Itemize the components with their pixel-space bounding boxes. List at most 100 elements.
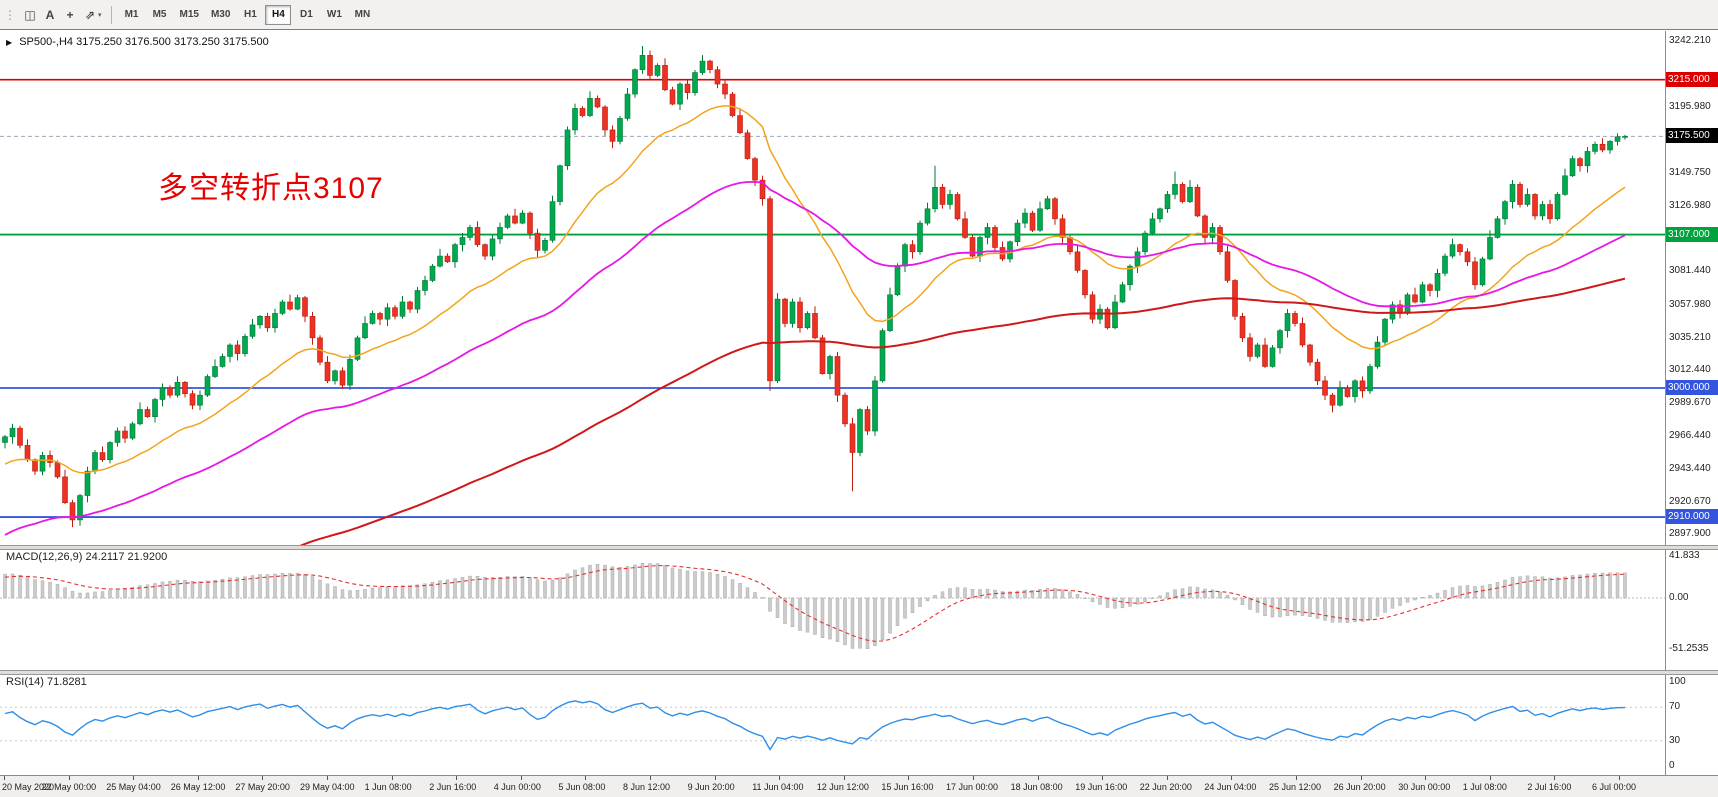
candle-body bbox=[249, 324, 256, 337]
candle-body bbox=[1352, 380, 1358, 397]
timeframe-button-D1[interactable]: D1 bbox=[293, 5, 319, 25]
macd-histogram-bar bbox=[1150, 597, 1155, 600]
macd-histogram-bar bbox=[1623, 572, 1627, 599]
timeframe-button-W1[interactable]: W1 bbox=[321, 5, 347, 25]
candle-body bbox=[1089, 294, 1096, 320]
macd-histogram-bar bbox=[33, 579, 37, 599]
time-axis-label: 4 Jun 00:00 bbox=[493, 782, 541, 792]
macd-histogram-bar bbox=[288, 573, 292, 599]
macd-histogram-bar bbox=[1120, 597, 1125, 609]
macd-histogram-bar bbox=[205, 580, 210, 599]
candle-body bbox=[1562, 175, 1568, 195]
candle-body bbox=[1419, 284, 1426, 303]
chart-bars-icon[interactable]: ◫ bbox=[24, 7, 36, 22]
macd-histogram-bar bbox=[1555, 577, 1560, 599]
candle-body bbox=[174, 381, 181, 396]
macd-layer bbox=[0, 563, 1665, 649]
candle-body bbox=[77, 495, 83, 521]
macd-histogram-bar bbox=[843, 597, 847, 646]
macd-histogram-bar bbox=[468, 575, 472, 599]
candle-body bbox=[279, 301, 286, 314]
macd-histogram-bar bbox=[438, 580, 442, 599]
macd-histogram-bar bbox=[648, 563, 652, 599]
candle-body bbox=[1022, 212, 1028, 224]
timeframe-button-MN[interactable]: MN bbox=[349, 5, 375, 25]
panel-splitter[interactable] bbox=[0, 545, 1718, 550]
macd-histogram-bar bbox=[1413, 597, 1417, 601]
dropdown-caret-icon[interactable]: ▾ bbox=[98, 11, 102, 19]
candle-body bbox=[1292, 313, 1298, 324]
macd-histogram-bar bbox=[175, 580, 180, 599]
candle-body bbox=[1554, 194, 1561, 220]
toolbar-separator bbox=[110, 5, 112, 24]
macd-histogram-bar bbox=[1263, 597, 1267, 616]
timeframe-button-M1[interactable]: M1 bbox=[119, 5, 145, 25]
timeframe-button-M5[interactable]: M5 bbox=[147, 5, 173, 25]
macd-histogram-bar bbox=[1383, 597, 1387, 613]
candle-body bbox=[609, 129, 616, 142]
macd-histogram-bar bbox=[1068, 591, 1072, 599]
candle-body bbox=[1502, 201, 1508, 220]
candle-body bbox=[752, 158, 758, 181]
candle-body bbox=[332, 370, 338, 382]
macd-histogram-bar bbox=[415, 584, 420, 599]
macd-histogram-bar bbox=[1023, 589, 1027, 599]
macd-histogram-bar bbox=[1173, 589, 1177, 599]
text-tool-icon[interactable]: A bbox=[45, 7, 55, 22]
timeframe-button-H4[interactable]: H4 bbox=[265, 4, 292, 25]
toolbar-handle[interactable]: ⋮ bbox=[4, 7, 16, 22]
timeframe-button-H1[interactable]: H1 bbox=[237, 5, 263, 25]
time-axis[interactable]: 20 May 2020 22 May 00:00 25 May 04:00 26 Ma… bbox=[0, 775, 1718, 797]
time-tick bbox=[585, 776, 587, 780]
candle-body bbox=[639, 55, 646, 70]
time-axis-label: 5 Jun 08:00 bbox=[558, 782, 606, 792]
time-axis-label: 1 Jun 08:00 bbox=[364, 782, 412, 792]
macd-histogram-bar bbox=[378, 587, 382, 599]
price-axis[interactable] bbox=[1666, 31, 1718, 775]
macd-histogram-bar bbox=[228, 577, 232, 599]
panel-splitter[interactable] bbox=[0, 670, 1718, 675]
arrows-tool-icon[interactable]: ⇗ bbox=[84, 7, 96, 22]
candle-body bbox=[1127, 265, 1133, 286]
macd-histogram-bar bbox=[460, 577, 465, 599]
candle-body bbox=[182, 381, 188, 395]
macd-histogram-bar bbox=[1248, 597, 1252, 610]
macd-histogram-bar bbox=[48, 582, 52, 599]
candle-body bbox=[1442, 255, 1448, 274]
candle-body bbox=[354, 337, 361, 360]
candle-body bbox=[39, 455, 46, 472]
rsi-line bbox=[4, 700, 1626, 751]
crosshair-icon[interactable]: + bbox=[66, 7, 74, 22]
time-axis-label: 2 Jul 16:00 bbox=[1527, 782, 1572, 792]
macd-histogram-bar bbox=[918, 597, 922, 607]
timeframe-button-M15[interactable]: M15 bbox=[175, 5, 204, 25]
macd-histogram-bar bbox=[1075, 594, 1080, 599]
macd-histogram-bar bbox=[1420, 597, 1425, 599]
macd-histogram-bar bbox=[835, 597, 840, 642]
main-chart-layer bbox=[0, 46, 1665, 545]
macd-histogram-bar bbox=[1525, 575, 1530, 599]
candle-body bbox=[549, 201, 556, 241]
time-tick bbox=[779, 776, 781, 780]
candle-body bbox=[1074, 251, 1081, 271]
macd-histogram-bar bbox=[1113, 597, 1117, 609]
macd-histogram-bar bbox=[1615, 572, 1620, 599]
candle-body bbox=[1494, 218, 1501, 238]
candle-body bbox=[399, 301, 406, 317]
macd-histogram-bar bbox=[10, 573, 15, 599]
timeframe-button-M30[interactable]: M30 bbox=[206, 5, 235, 25]
candle-body bbox=[947, 194, 953, 205]
macd-histogram-bar bbox=[160, 581, 165, 599]
time-tick bbox=[1489, 776, 1491, 780]
time-axis-label: 9 Jun 20:00 bbox=[687, 782, 735, 792]
candle-body bbox=[1112, 301, 1118, 329]
macd-histogram-bar bbox=[730, 579, 735, 599]
macd-histogram-bar bbox=[745, 587, 750, 599]
collapse-triangle-icon[interactable]: ▶ bbox=[6, 38, 13, 47]
candle-body bbox=[92, 452, 98, 472]
macd-histogram-bar bbox=[63, 587, 67, 599]
chart-annotation-text: 多空转折点3107 bbox=[158, 172, 384, 205]
macd-values: 24.2117 21.9200 bbox=[85, 551, 168, 563]
macd-histogram-bar bbox=[595, 564, 600, 599]
